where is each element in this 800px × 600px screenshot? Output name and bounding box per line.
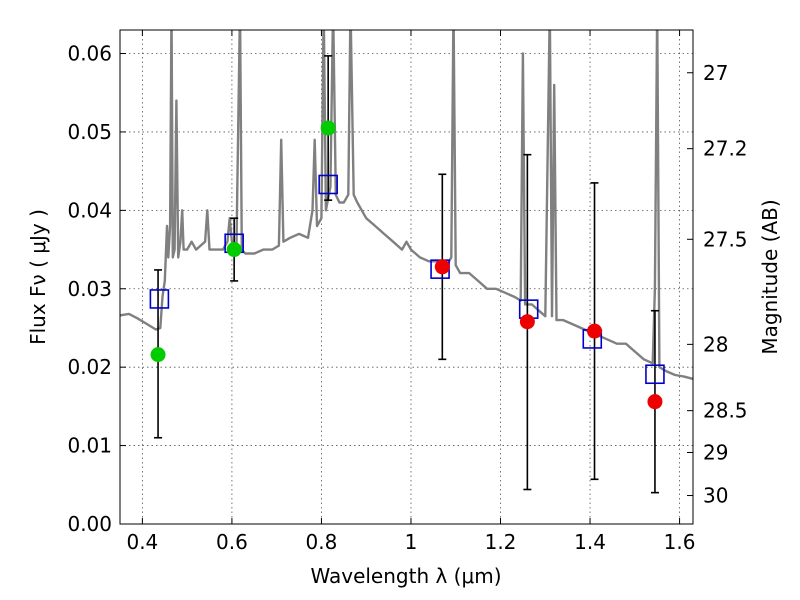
plot-background (120, 30, 693, 524)
mag-tick-label: 27.5 (703, 227, 748, 251)
y-tick-label: 0.03 (67, 277, 112, 301)
x-tick-label: 0.8 (306, 530, 338, 554)
red-data-point (587, 323, 603, 339)
red-data-point (647, 394, 663, 410)
x-axis-label: Wavelength λ (μm) (310, 564, 501, 588)
red-data-point (434, 259, 450, 275)
model-square-marker (645, 364, 665, 385)
mag-tick-label: 28.5 (703, 399, 748, 423)
mag-tick-label: 27 (703, 61, 728, 85)
green-data-point (150, 347, 166, 363)
mag-tick-label: 29 (703, 440, 728, 464)
spectrum-line (120, 30, 693, 381)
y-tick-label: 0.02 (67, 355, 112, 379)
mag-tick-label: 30 (703, 484, 728, 508)
x-tick-label: 0.6 (216, 530, 248, 554)
y-tick-label: 0.01 (67, 434, 112, 458)
x-tick-label: 1.4 (574, 530, 606, 554)
y-axis-label: Flux Fν ( μJy ) (26, 209, 50, 345)
y-tick-label: 0.06 (67, 42, 112, 66)
x-tick-label: 1 (405, 530, 418, 554)
tick-labels: 0.4 0.6 0.8 1 1.2 1.4 1.6 0.00 0.01 0.02 0.03 0.04 0… (67, 42, 747, 554)
y-tick-label: 0.00 (67, 512, 112, 536)
x-tick-label: 0.4 (126, 530, 158, 554)
green-data-point (320, 120, 336, 136)
green-data-point (226, 242, 242, 258)
plot-frame (119, 29, 694, 525)
tick-marks (120, 30, 693, 525)
x-tick-label: 1.2 (485, 530, 517, 554)
mag-tick-label: 28 (703, 332, 728, 356)
x-tick-label: 1.6 (664, 530, 696, 554)
data-layer (120, 30, 693, 494)
y-tick-label: 0.04 (67, 198, 112, 222)
y2-axis-label: Magnitude (AB) (758, 199, 782, 354)
y-tick-label: 0.05 (67, 120, 112, 144)
mag-tick-label: 27.2 (703, 137, 748, 161)
model-square-marker (318, 174, 338, 195)
model-square-marker (149, 289, 170, 309)
red-data-point (519, 314, 535, 330)
